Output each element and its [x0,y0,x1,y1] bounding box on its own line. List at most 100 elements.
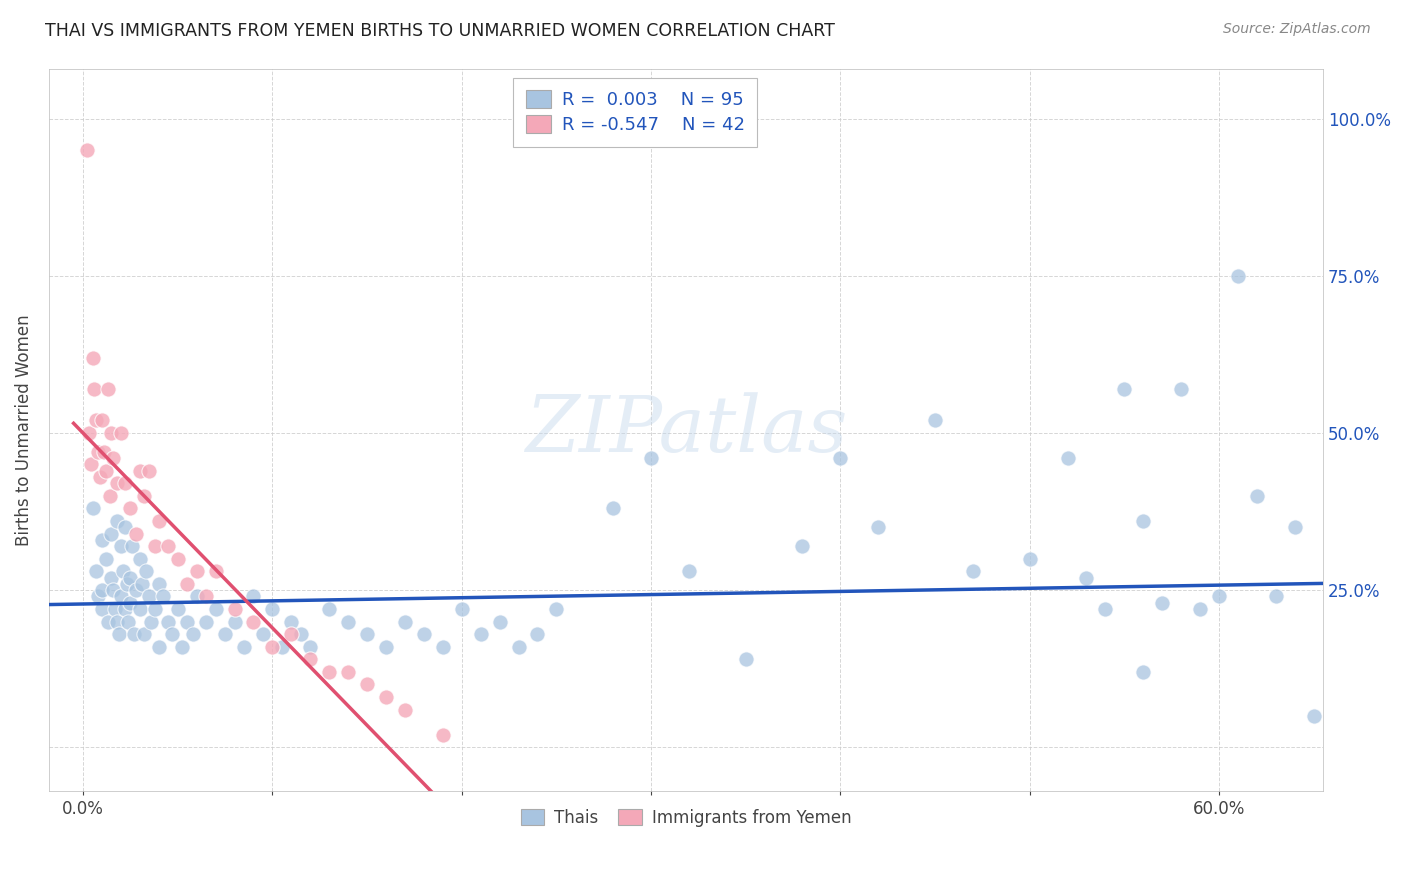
Thais [1056,451,1078,466]
Immigrants from Yemen [87,445,110,459]
Thais [84,564,107,578]
Thais [1114,382,1136,396]
Thais [181,627,204,641]
Thais [148,640,170,654]
Immigrants from Yemen [83,382,105,396]
Thais [1076,571,1098,585]
Thais [108,627,131,641]
Thais [125,583,148,598]
Thais [252,627,274,641]
Immigrants from Yemen [432,728,454,742]
Thais [375,640,398,654]
Thais [103,583,125,598]
Thais [678,564,700,578]
Thais [602,501,624,516]
Thais [170,640,193,654]
Thais [141,615,163,629]
Immigrants from Yemen [76,143,98,157]
Thais [128,602,150,616]
Y-axis label: Births to Unmarried Women: Births to Unmarried Women [15,314,32,546]
Text: ZIPatlas: ZIPatlas [524,392,848,468]
Immigrants from Yemen [318,665,340,679]
Thais [105,514,128,528]
Immigrants from Yemen [93,445,115,459]
Thais [115,577,138,591]
Immigrants from Yemen [84,413,107,427]
Thais [1208,590,1230,604]
Thais [100,526,122,541]
Thais [160,627,183,641]
Immigrants from Yemen [91,413,114,427]
Immigrants from Yemen [114,476,136,491]
Thais [924,413,946,427]
Thais [830,451,852,466]
Thais [1132,665,1154,679]
Thais [1284,520,1306,534]
Immigrants from Yemen [105,476,128,491]
Thais [280,615,302,629]
Immigrants from Yemen [138,464,160,478]
Thais [488,615,510,629]
Thais [318,602,340,616]
Legend: Thais, Immigrants from Yemen: Thais, Immigrants from Yemen [512,800,859,835]
Thais [1094,602,1116,616]
Thais [94,551,117,566]
Immigrants from Yemen [356,677,378,691]
Immigrants from Yemen [166,551,188,566]
Immigrants from Yemen [120,501,142,516]
Thais [114,520,136,534]
Thais [204,602,226,616]
Text: THAI VS IMMIGRANTS FROM YEMEN BIRTHS TO UNMARRIED WOMEN CORRELATION CHART: THAI VS IMMIGRANTS FROM YEMEN BIRTHS TO … [45,22,835,40]
Thais [262,602,284,616]
Thais [962,564,984,578]
Thais [868,520,890,534]
Immigrants from Yemen [89,470,111,484]
Immigrants from Yemen [375,690,398,704]
Immigrants from Yemen [82,351,104,365]
Immigrants from Yemen [97,382,120,396]
Immigrants from Yemen [77,425,100,440]
Immigrants from Yemen [157,539,180,553]
Immigrants from Yemen [224,602,246,616]
Thais [91,583,114,598]
Thais [105,615,128,629]
Immigrants from Yemen [125,526,148,541]
Immigrants from Yemen [94,464,117,478]
Thais [120,571,142,585]
Thais [1189,602,1212,616]
Thais [640,451,662,466]
Thais [412,627,434,641]
Immigrants from Yemen [186,564,208,578]
Thais [110,590,132,604]
Immigrants from Yemen [176,577,198,591]
Thais [82,501,104,516]
Thais [114,602,136,616]
Thais [242,590,264,604]
Thais [337,615,360,629]
Thais [97,615,120,629]
Thais [91,533,114,547]
Immigrants from Yemen [100,425,122,440]
Thais [157,615,180,629]
Immigrants from Yemen [98,489,121,503]
Thais [87,590,110,604]
Immigrants from Yemen [110,425,132,440]
Thais [128,551,150,566]
Immigrants from Yemen [132,489,155,503]
Thais [195,615,218,629]
Thais [299,640,322,654]
Immigrants from Yemen [280,627,302,641]
Thais [290,627,312,641]
Immigrants from Yemen [394,702,416,716]
Thais [470,627,492,641]
Immigrants from Yemen [299,652,322,666]
Thais [131,577,153,591]
Thais [120,596,142,610]
Thais [526,627,548,641]
Thais [1226,268,1249,283]
Thais [100,571,122,585]
Thais [1152,596,1174,610]
Thais [508,640,530,654]
Thais [104,602,127,616]
Immigrants from Yemen [242,615,264,629]
